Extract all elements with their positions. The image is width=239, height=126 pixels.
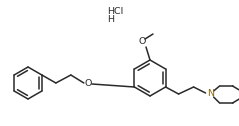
- Text: O: O: [138, 38, 146, 46]
- Text: HCl: HCl: [107, 7, 123, 15]
- Text: N: N: [207, 89, 214, 99]
- Text: O: O: [84, 80, 92, 88]
- Text: H: H: [107, 15, 114, 24]
